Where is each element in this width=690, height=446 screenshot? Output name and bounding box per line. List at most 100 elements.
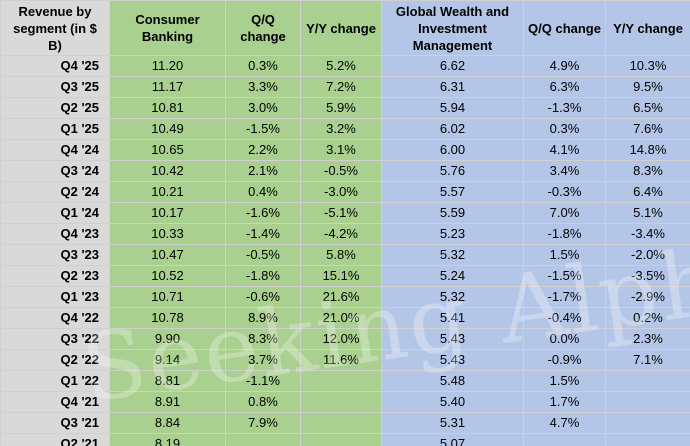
gwim-yy-cell: 6.5% [605, 97, 690, 119]
quarter-cell: Q1 '22 [0, 370, 110, 392]
quarter-cell: Q4 '23 [0, 223, 110, 245]
table-row: Q3 '22 9.90 8.3% 12.0% 5.43 0.0% 2.3% [0, 328, 690, 350]
gwim-qq-cell: 1.7% [523, 391, 606, 413]
gwim-cell: 5.43 [381, 328, 524, 350]
quarter-cell: Q1 '24 [0, 202, 110, 224]
consumer-yy-cell: 7.2% [300, 76, 382, 98]
quarter-cell: Q4 '25 [0, 55, 110, 77]
consumer-banking-cell: 10.71 [109, 286, 226, 308]
gwim-cell: 6.02 [381, 118, 524, 140]
consumer-banking-cell: 8.91 [109, 391, 226, 413]
consumer-banking-cell: 10.21 [109, 181, 226, 203]
consumer-qq-cell: 0.3% [225, 55, 301, 77]
gwim-qq-cell: 4.9% [523, 55, 606, 77]
gwim-yy-cell: 8.3% [605, 160, 690, 182]
gwim-cell: 5.48 [381, 370, 524, 392]
table-row: Q4 '24 10.65 2.2% 3.1% 6.00 4.1% 14.8% [0, 139, 690, 161]
gwim-yy-cell: -3.5% [605, 265, 690, 287]
consumer-qq-cell: 2.2% [225, 139, 301, 161]
consumer-yy-cell: 15.1% [300, 265, 382, 287]
header-consumer-banking: Consumer Banking [109, 0, 226, 56]
consumer-yy-cell: -3.0% [300, 181, 382, 203]
gwim-yy-cell: 7.1% [605, 349, 690, 371]
consumer-banking-cell: 10.33 [109, 223, 226, 245]
gwim-yy-cell: -3.4% [605, 223, 690, 245]
gwim-qq-cell: 3.4% [523, 160, 606, 182]
consumer-qq-cell: 3.7% [225, 349, 301, 371]
consumer-yy-cell: 3.1% [300, 139, 382, 161]
consumer-qq-cell: -1.5% [225, 118, 301, 140]
quarter-cell: Q2 '21 [0, 433, 110, 446]
header-gwim: Global Wealth and Investment Management [381, 0, 524, 56]
gwim-cell: 6.00 [381, 139, 524, 161]
table-row: Q4 '23 10.33 -1.4% -4.2% 5.23 -1.8% -3.4% [0, 223, 690, 245]
quarter-cell: Q2 '24 [0, 181, 110, 203]
consumer-qq-cell: -0.5% [225, 244, 301, 266]
consumer-qq-cell: 3.0% [225, 97, 301, 119]
header-segment-label: Revenue by segment (in $ B) [0, 0, 110, 56]
gwim-yy-cell: 9.5% [605, 76, 690, 98]
consumer-yy-cell: 11.6% [300, 349, 382, 371]
gwim-cell: 5.41 [381, 307, 524, 329]
gwim-qq-cell: -1.8% [523, 223, 606, 245]
gwim-yy-cell: -2.9% [605, 286, 690, 308]
consumer-banking-cell: 10.49 [109, 118, 226, 140]
gwim-yy-cell: 10.3% [605, 55, 690, 77]
quarter-cell: Q3 '22 [0, 328, 110, 350]
quarter-cell: Q3 '21 [0, 412, 110, 434]
consumer-yy-cell: 21.0% [300, 307, 382, 329]
quarter-cell: Q4 '24 [0, 139, 110, 161]
table-row: Q4 '22 10.78 8.9% 21.0% 5.41 -0.4% 0.2% [0, 307, 690, 329]
table-row: Q1 '22 8.81 -1.1% 5.48 1.5% [0, 370, 690, 392]
consumer-yy-cell [300, 412, 382, 434]
consumer-banking-cell: 10.65 [109, 139, 226, 161]
table-row: Q3 '21 8.84 7.9% 5.31 4.7% [0, 412, 690, 434]
consumer-qq-cell: 0.4% [225, 181, 301, 203]
gwim-yy-cell: 6.4% [605, 181, 690, 203]
consumer-qq-cell: 8.9% [225, 307, 301, 329]
header-gwim-yy-change: Y/Y change [605, 0, 690, 56]
table-row: Q2 '24 10.21 0.4% -3.0% 5.57 -0.3% 6.4% [0, 181, 690, 203]
gwim-yy-cell: 2.3% [605, 328, 690, 350]
gwim-qq-cell: -1.5% [523, 265, 606, 287]
gwim-yy-cell: 0.2% [605, 307, 690, 329]
consumer-yy-cell [300, 391, 382, 413]
consumer-banking-cell: 8.84 [109, 412, 226, 434]
consumer-qq-cell: 2.1% [225, 160, 301, 182]
consumer-yy-cell [300, 370, 382, 392]
gwim-cell: 6.62 [381, 55, 524, 77]
gwim-yy-cell: 7.6% [605, 118, 690, 140]
gwim-qq-cell: -1.7% [523, 286, 606, 308]
consumer-yy-cell: 21.6% [300, 286, 382, 308]
gwim-yy-cell [605, 412, 690, 434]
consumer-qq-cell: 7.9% [225, 412, 301, 434]
table-row: Q4 '21 8.91 0.8% 5.40 1.7% [0, 391, 690, 413]
gwim-qq-cell: 1.5% [523, 370, 606, 392]
table-row: Q3 '24 10.42 2.1% -0.5% 5.76 3.4% 8.3% [0, 160, 690, 182]
gwim-yy-cell [605, 370, 690, 392]
table-row: Q1 '25 10.49 -1.5% 3.2% 6.02 0.3% 7.6% [0, 118, 690, 140]
consumer-banking-cell: 11.20 [109, 55, 226, 77]
gwim-qq-cell: -0.9% [523, 349, 606, 371]
gwim-cell: 5.32 [381, 286, 524, 308]
consumer-qq-cell: -0.6% [225, 286, 301, 308]
gwim-cell: 5.40 [381, 391, 524, 413]
consumer-qq-cell: -1.4% [225, 223, 301, 245]
table-row: Q1 '23 10.71 -0.6% 21.6% 5.32 -1.7% -2.9% [0, 286, 690, 308]
gwim-cell: 5.43 [381, 349, 524, 371]
quarter-cell: Q4 '22 [0, 307, 110, 329]
quarter-cell: Q3 '23 [0, 244, 110, 266]
header-row: Revenue by segment (in $ B) Consumer Ban… [0, 0, 690, 56]
consumer-yy-cell: -4.2% [300, 223, 382, 245]
header-consumer-qq-change: Q/Q change [225, 0, 301, 56]
consumer-banking-cell: 10.17 [109, 202, 226, 224]
table-row: Q2 '21 8.19 5.07 [0, 433, 690, 446]
quarter-cell: Q1 '23 [0, 286, 110, 308]
consumer-yy-cell: 5.8% [300, 244, 382, 266]
gwim-yy-cell: 14.8% [605, 139, 690, 161]
gwim-cell: 5.24 [381, 265, 524, 287]
consumer-yy-cell: 5.9% [300, 97, 382, 119]
gwim-yy-cell: -2.0% [605, 244, 690, 266]
gwim-cell: 5.76 [381, 160, 524, 182]
